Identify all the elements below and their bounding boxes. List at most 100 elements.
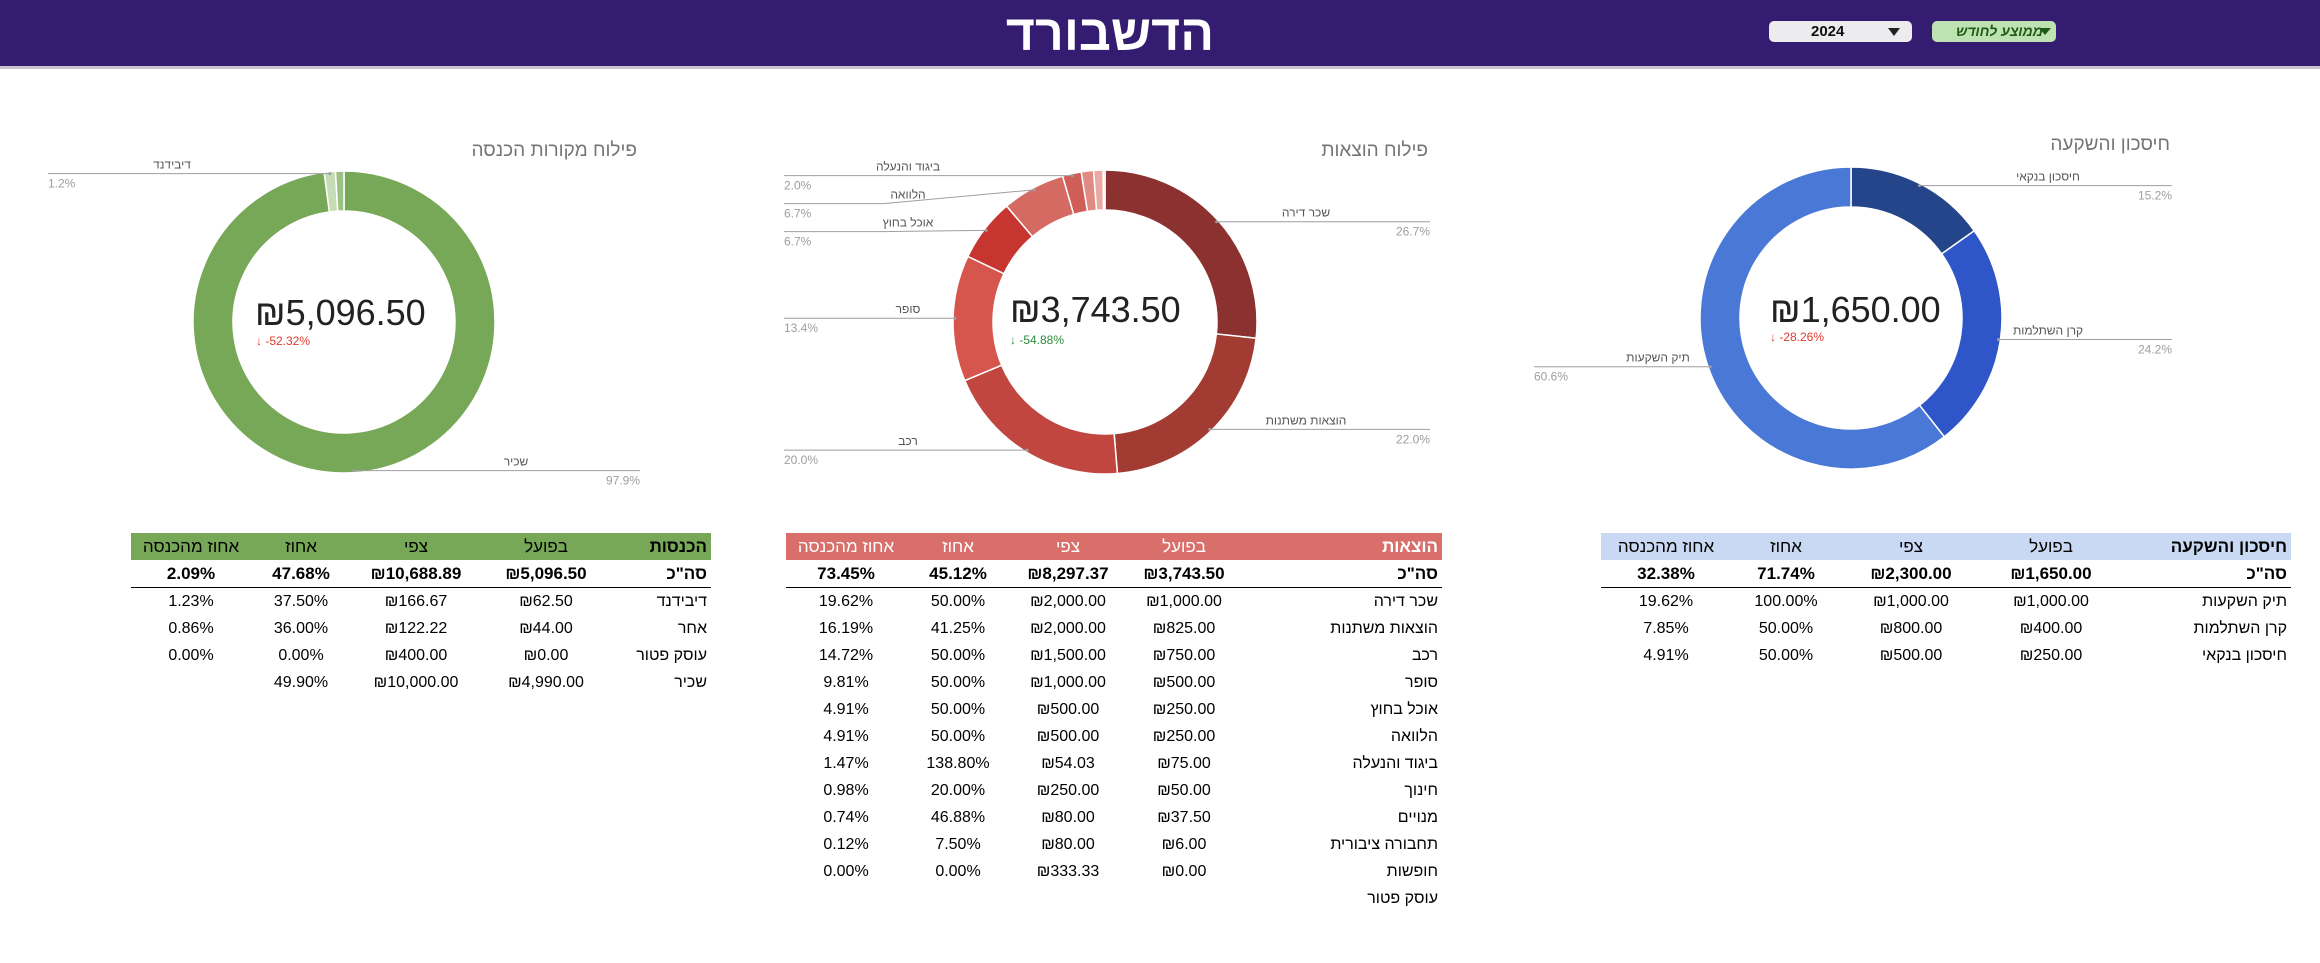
table-cell: 14.72%	[818, 646, 874, 664]
table-cell: 19.62%	[1638, 592, 1694, 610]
table-cell: 0.00%	[823, 862, 869, 880]
table-cell	[786, 885, 906, 912]
table-cell: ₪8,297.37	[1010, 560, 1126, 588]
table-row: סופר ₪500.00 ₪1,000.00 50.00% 9.81%	[786, 669, 1442, 696]
table-cell: ₪122.22	[384, 619, 448, 637]
table-cell: ₪6.00	[1161, 835, 1207, 853]
column-header: צפי	[1898, 536, 1924, 556]
column-header: אחוז מהכנסה	[1617, 536, 1715, 556]
leader-dot	[984, 228, 988, 232]
table-total-row: סה"כ ₪3,743.50 ₪8,297.37 45.12% 73.45%	[786, 560, 1442, 588]
page-title: הדשבורד	[1005, 5, 1215, 61]
column-header: הכנסות	[649, 536, 707, 556]
table-cell: 0.00%	[935, 862, 981, 880]
table-cell: 0.74%	[823, 808, 869, 826]
table-cell: ₪62.50	[519, 592, 573, 610]
table-cell: ₪250.00	[2019, 646, 2083, 664]
table-cell: 100.00%	[1754, 592, 1818, 610]
slice-label: תיק השקעות	[1626, 351, 1690, 365]
table-cell: 32.38%	[1601, 560, 1731, 588]
column-header: צפי	[1055, 536, 1081, 556]
slice-label: הוצאות משתנות	[1266, 413, 1347, 427]
leader-dot	[1070, 174, 1074, 178]
row-label: קרן השתלמות	[2193, 619, 2288, 637]
table-cell: ₪500.00	[1036, 700, 1100, 718]
table-cell: ₪500.00	[1152, 673, 1216, 691]
table-cell: ₪1,000.00	[1030, 673, 1106, 691]
table-cell: 71.74%	[1731, 560, 1841, 588]
table-cell: 47.68%	[251, 560, 351, 588]
center-value: ₪5,096.50	[255, 292, 426, 333]
savings-table: חיסכון והשקעה בפועל צפי אחוז אחוז מהכנסה סה"כ…	[1601, 533, 2291, 669]
table-total-row: סה"כ ₪5,096.50 ₪10,688.89 47.68% 2.09%	[131, 560, 711, 588]
table-cell: 41.25%	[930, 619, 986, 637]
table-cell: 138.80%	[926, 754, 990, 772]
table-cell: 1.47%	[823, 754, 869, 772]
period-mode-value: ממוצע לחודש	[1956, 23, 2043, 39]
table-cell: ₪2,000.00	[1030, 619, 1106, 637]
slice-percent-label: 2.0%	[784, 179, 812, 193]
chart-title: פילוח מקורות הכנסה	[471, 140, 637, 161]
row-label: סופר	[1405, 673, 1438, 691]
row-label: תחבורה ציבורית	[1330, 835, 1438, 853]
row-label: חיסכון בנקאי	[2202, 646, 2287, 664]
table-cell: 36.00%	[273, 619, 329, 637]
slice-label: שכיר	[504, 455, 529, 469]
chart-slice	[334, 170, 345, 212]
chart-slice	[1102, 169, 1106, 211]
slice-label: דיבידנד	[153, 158, 191, 172]
leader-dot	[1025, 448, 1029, 452]
column-header: בפועל	[2029, 536, 2073, 556]
table-cell: ₪80.00	[1041, 835, 1095, 853]
table-row: אוכל בחוץ ₪250.00 ₪500.00 50.00% 4.91%	[786, 696, 1442, 723]
slice-percent-label: 1.2%	[48, 177, 76, 191]
leader-dot	[352, 469, 356, 473]
slice-label: חיסכון בנקאי	[2016, 170, 2080, 184]
row-label: שכר דירה	[1373, 592, 1438, 610]
table-cell: ₪500.00	[1879, 646, 1943, 664]
table-cell: 50.00%	[1758, 646, 1814, 664]
table-cell: ₪0.00	[1161, 862, 1207, 880]
table-cell: 0.86%	[168, 619, 214, 637]
table-row: אחר ₪44.00 ₪122.22 36.00% 0.86%	[131, 615, 711, 642]
slice-percent-label: 60.6%	[1534, 370, 1568, 384]
table-cell: 50.00%	[1758, 619, 1814, 637]
table-cell: ₪250.00	[1036, 781, 1100, 799]
slice-percent-label: 6.7%	[784, 235, 812, 249]
table-row: ביגוד והנעלה ₪75.00 ₪54.03 138.80% 1.47%	[786, 750, 1442, 777]
slice-label: רכב	[898, 434, 918, 448]
table-cell: ₪1,000.00	[2013, 592, 2089, 610]
table-cell: 7.85%	[1643, 619, 1689, 637]
table-cell: ₪10,688.89	[351, 560, 481, 588]
table-cell: 0.00%	[278, 646, 324, 664]
leader-dot	[1215, 220, 1219, 224]
column-header: אחוז	[1770, 536, 1802, 556]
chart-title: פילוח הוצאות	[1321, 140, 1428, 161]
table-cell: ₪10,000.00	[373, 673, 459, 691]
year-dropdown[interactable]: 2024	[1769, 21, 1912, 42]
table-row: רכב ₪750.00 ₪1,500.00 50.00% 14.72%	[786, 642, 1442, 669]
table-cell: ₪166.67	[384, 592, 448, 610]
slice-percent-label: 20.0%	[784, 453, 818, 467]
column-header: אחוז	[285, 536, 317, 556]
slice-label: שכר דירה	[1282, 206, 1330, 220]
table-cell	[1126, 885, 1242, 912]
table-cell: 45.12%	[906, 560, 1010, 588]
row-label: עוסק פטור	[1367, 889, 1438, 907]
table-cell: 50.00%	[930, 646, 986, 664]
slice-percent-label: 26.7%	[1396, 225, 1430, 239]
table-cell	[1010, 885, 1126, 912]
slice-percent-label: 6.7%	[784, 207, 812, 221]
row-label: אחר	[677, 619, 707, 637]
column-header: אחוז מהכנסה	[797, 536, 895, 556]
slice-label: ביגוד והנעלה	[876, 160, 940, 174]
table-cell: 50.00%	[930, 673, 986, 691]
table-cell: 49.90%	[273, 673, 329, 691]
table-row: עוסק פטור	[786, 885, 1442, 912]
row-label: סה"כ	[2121, 560, 2291, 588]
row-label: רכב	[1411, 646, 1438, 664]
row-label: הוצאות משתנות	[1330, 619, 1438, 637]
leader-line	[784, 229, 987, 233]
table-row: חופשות ₪0.00 ₪333.33 0.00% 0.00%	[786, 858, 1442, 885]
period-mode-dropdown[interactable]: ממוצע לחודש	[1932, 21, 2056, 42]
